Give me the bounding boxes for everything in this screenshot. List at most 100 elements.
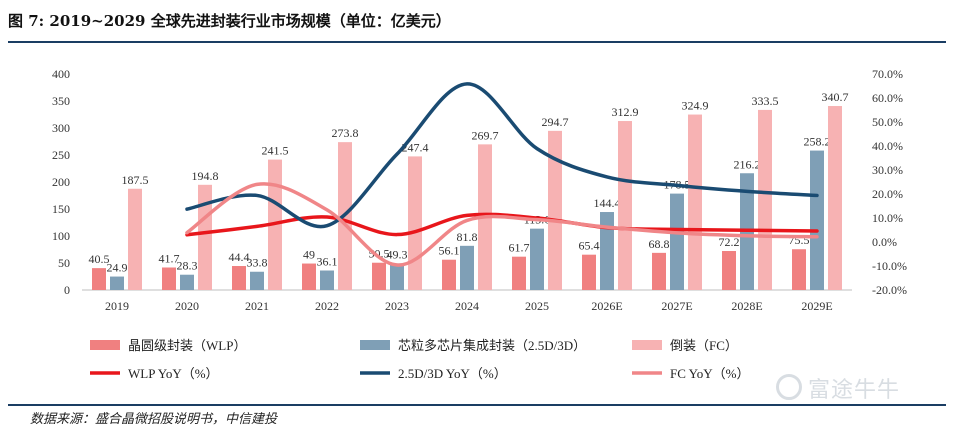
y-tick-label: 200 [52,175,70,189]
x-tick-label: 2029E [801,299,832,313]
bar-value-label: 61.7 [509,241,530,255]
bar-value-label: 187.5 [122,173,149,187]
bar-2 [460,245,474,290]
bar-1 [92,268,106,290]
y-tick-label: 50 [58,256,70,270]
line-series-2 [185,82,819,229]
bar-3 [128,188,142,290]
bar-value-label: 312.9 [612,105,639,119]
bar-value-label: 72.2 [719,235,740,249]
x-tick-label: 2027E [661,299,692,313]
bar-1 [582,254,596,290]
y2-tick-label: -10.0% [872,259,907,273]
bar-1 [232,266,246,290]
y-tick-label: 250 [52,148,70,162]
bar-1 [652,252,666,290]
bar-value-label: 324.9 [682,99,709,113]
bar-1 [722,251,736,290]
bar-3 [758,109,772,290]
bar-1 [302,263,316,290]
bar-2 [530,228,544,290]
bar-value-label: 49.3 [387,247,408,261]
bar-value-label: 40.5 [89,252,110,266]
bar-1 [442,259,456,290]
bar-value-label: 50.5 [369,247,390,261]
bar-3 [548,130,562,290]
bar-value-label: 241.5 [262,144,289,158]
legend-label: 晶圆级封装（WLP） [128,338,246,353]
bar-value-label: 65.4 [579,239,600,253]
bar-2 [600,212,614,290]
bar-value-label: 68.8 [649,237,670,251]
bar-value-label: 144.4 [594,196,621,210]
chart-title: 图 7: 2019~2029 全球先进封装行业市场规模（单位：亿美元） [8,12,451,30]
bar-value-label: 294.7 [542,115,569,129]
y2-tick-label: 50.0% [872,115,903,129]
x-tick-label: 2024 [455,299,479,313]
bar-value-label: 49 [303,248,315,262]
bar-value-label: 216.2 [734,157,761,171]
y2-tick-label: 70.0% [872,67,903,81]
watermark-text: 富途牛牛 [808,378,901,403]
bar-value-label: 81.8 [457,230,478,244]
bar-2 [810,150,824,290]
bar-1 [372,262,386,290]
bar-value-label: 269.7 [472,128,499,142]
bar-2 [670,193,684,290]
bar-3 [618,121,632,290]
bar-2 [390,263,404,290]
y2-tick-label: 20.0% [872,187,903,201]
y2-tick-label: -20.0% [872,283,907,297]
x-tick-label: 2022 [315,299,339,313]
x-tick-label: 2019 [105,299,129,313]
title-underline [8,41,946,43]
bar-2 [320,270,334,290]
legend-label: 2.5D/3D YoY（%） [398,366,507,381]
legend-swatch [632,340,662,350]
bar-3 [408,156,422,290]
bar-2 [250,271,264,290]
bar-value-label: 44.4 [229,250,250,264]
bar-value-label: 194.8 [192,169,219,183]
bar-value-label: 41.7 [159,251,180,265]
legend-label: WLP YoY（%） [128,366,219,381]
x-tick-label: 2025 [525,299,549,313]
y2-tick-label: 30.0% [872,163,903,177]
y2-tick-label: 40.0% [872,139,903,153]
bar-value-label: 33.8 [247,256,268,270]
y2-tick-label: 60.0% [872,91,903,105]
legend-label: 倒装（FC） [670,338,738,353]
y-tick-label: 150 [52,202,70,216]
bar-1 [792,249,806,290]
legend-label: FC YoY（%） [670,366,749,381]
y-tick-label: 0 [64,283,70,297]
x-tick-label: 2020 [175,299,199,313]
x-tick-label: 2028E [731,299,762,313]
line-series-3 [185,182,819,267]
bar-2 [180,274,194,290]
line-series-1 [185,212,819,237]
x-tick-label: 2026E [591,299,622,313]
bar-value-label: 28.3 [177,259,198,273]
bar-value-label: 340.7 [822,90,849,104]
bar-1 [512,256,526,290]
y-tick-label: 400 [52,67,70,81]
bar-value-label: 258.2 [804,135,831,149]
legend-label: 芯粒多芯片集成封装（2.5D/3D） [398,338,586,353]
source-note: 数据来源：盛合晶微招股说明书，中信建投 [30,412,278,427]
y2-tick-label: 0.0% [872,235,897,249]
x-tick-label: 2023 [385,299,409,313]
source-rule [8,404,946,406]
y-tick-label: 350 [52,94,70,108]
bar-3 [198,184,212,290]
bar-value-label: 56.1 [439,244,460,258]
bar-3 [828,106,842,290]
bar-value-label: 36.1 [317,255,338,269]
y2-tick-label: 10.0% [872,211,903,225]
legend-swatch [360,340,390,350]
bar-value-label: 273.8 [332,126,359,140]
watermark-logo-icon [776,374,802,400]
bar-value-label: 24.9 [107,261,128,275]
y-tick-label: 100 [52,229,70,243]
